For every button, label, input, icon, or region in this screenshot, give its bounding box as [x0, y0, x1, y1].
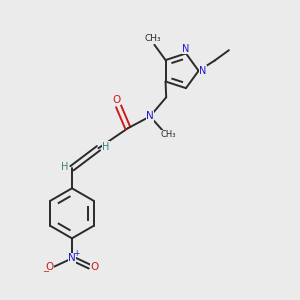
Text: CH₃: CH₃ [161, 130, 176, 139]
Text: O: O [90, 262, 98, 272]
Text: −: − [43, 267, 50, 276]
Text: +: + [73, 249, 79, 258]
Text: O: O [46, 262, 54, 272]
Text: N: N [182, 44, 190, 54]
Text: H: H [61, 162, 68, 172]
Text: CH₃: CH₃ [145, 34, 161, 43]
Text: N: N [199, 66, 206, 76]
Text: N: N [146, 111, 154, 122]
Text: H: H [102, 142, 110, 152]
Text: N: N [68, 254, 76, 263]
Text: O: O [112, 94, 120, 105]
